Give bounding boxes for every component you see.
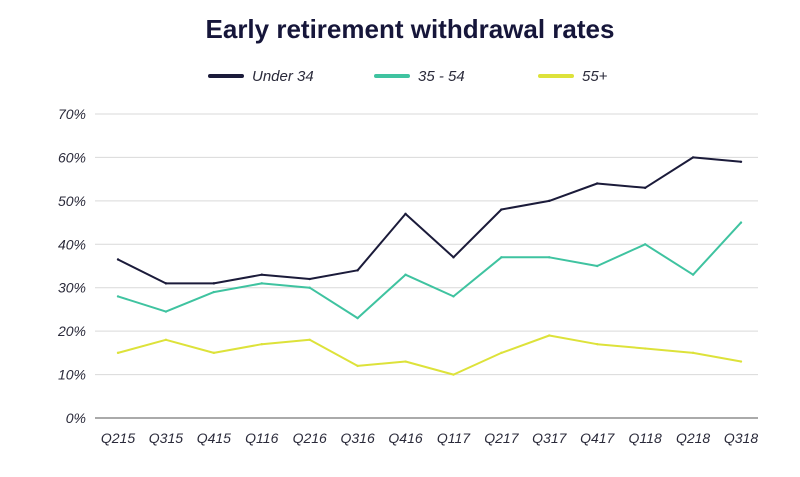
- data-point: [260, 342, 263, 346]
- gridlines: [95, 113, 758, 376]
- x-tick-label: Q416: [388, 430, 422, 446]
- data-point: [691, 351, 695, 355]
- x-tick-label: Q215: [101, 430, 135, 446]
- series-line-2: [117, 334, 742, 376]
- data-point: [643, 186, 647, 190]
- data-point: [308, 277, 311, 281]
- data-point: [356, 269, 359, 272]
- y-tick-label: 40%: [58, 236, 86, 252]
- data-point: [643, 347, 647, 350]
- x-tick-label: Q218: [676, 430, 710, 446]
- data-point: [164, 338, 168, 342]
- x-tick-label: Q417: [580, 430, 615, 446]
- x-axis-ticks: Q215 Q315 Q415 Q116 Q216 Q316 Q416 Q117 Q217 Q317…: [101, 430, 758, 446]
- data-point: [164, 310, 168, 313]
- data-point: [212, 351, 216, 355]
- x-tick-label: Q415: [197, 430, 231, 446]
- y-tick-label: 60%: [58, 149, 86, 165]
- x-tick-label: Q216: [293, 430, 327, 446]
- data-point: [500, 208, 503, 211]
- data-point: [404, 212, 407, 216]
- data-point: [356, 316, 359, 320]
- data-point: [596, 264, 599, 268]
- data-point: [452, 295, 455, 298]
- data-point: [452, 256, 455, 259]
- data-point: [500, 256, 503, 259]
- data-point: [643, 243, 647, 246]
- data-point: [548, 199, 551, 203]
- data-point: [739, 221, 743, 224]
- y-tick-label: 20%: [57, 323, 86, 339]
- data-point: [452, 373, 455, 376]
- y-tick-label: 0%: [66, 410, 86, 426]
- legend: Under 34 35 - 54 55+: [208, 68, 608, 85]
- y-tick-label: 70%: [58, 106, 86, 122]
- x-tick-label: Q316: [340, 430, 374, 446]
- data-point: [739, 360, 743, 363]
- legend-label: 55+: [582, 68, 608, 85]
- chart-title: Early retirement withdrawal rates: [206, 14, 615, 44]
- series-line-0: [117, 156, 742, 285]
- series-lines: [116, 156, 743, 376]
- data-point: [308, 286, 311, 289]
- data-point: [116, 258, 120, 261]
- data-point: [404, 360, 407, 363]
- data-point: [596, 182, 599, 185]
- data-point: [548, 256, 551, 259]
- data-point: [212, 290, 216, 294]
- data-point: [116, 295, 120, 298]
- data-point: [164, 282, 168, 285]
- x-tick-label: Q315: [149, 430, 183, 446]
- x-tick-label: Q116: [245, 430, 278, 446]
- data-point: [356, 364, 359, 368]
- y-axis-ticks: 0% 10% 20% 30% 40% 50% 60% 70%: [57, 106, 86, 426]
- x-tick-label: Q118: [629, 430, 662, 446]
- data-point: [212, 282, 216, 285]
- data-point: [548, 334, 551, 337]
- y-tick-label: 50%: [58, 193, 86, 209]
- data-point: [500, 351, 503, 355]
- data-point: [739, 160, 743, 163]
- legend-label: 35 - 54: [418, 68, 465, 85]
- legend-label: Under 34: [252, 68, 314, 85]
- x-tick-label: Q217: [484, 430, 519, 446]
- x-tick-label: Q117: [437, 430, 471, 446]
- data-point: [260, 282, 263, 285]
- data-point: [116, 351, 120, 355]
- data-point: [260, 273, 263, 276]
- y-tick-label: 30%: [58, 280, 86, 296]
- data-point: [308, 338, 311, 342]
- x-tick-label: Q318: [724, 430, 758, 446]
- y-tick-label: 10%: [58, 367, 86, 383]
- x-tick-label: Q317: [532, 430, 567, 446]
- data-point: [691, 273, 695, 276]
- series-line-1: [117, 221, 742, 320]
- data-point: [691, 156, 695, 159]
- data-point: [404, 273, 407, 276]
- data-point: [596, 342, 599, 346]
